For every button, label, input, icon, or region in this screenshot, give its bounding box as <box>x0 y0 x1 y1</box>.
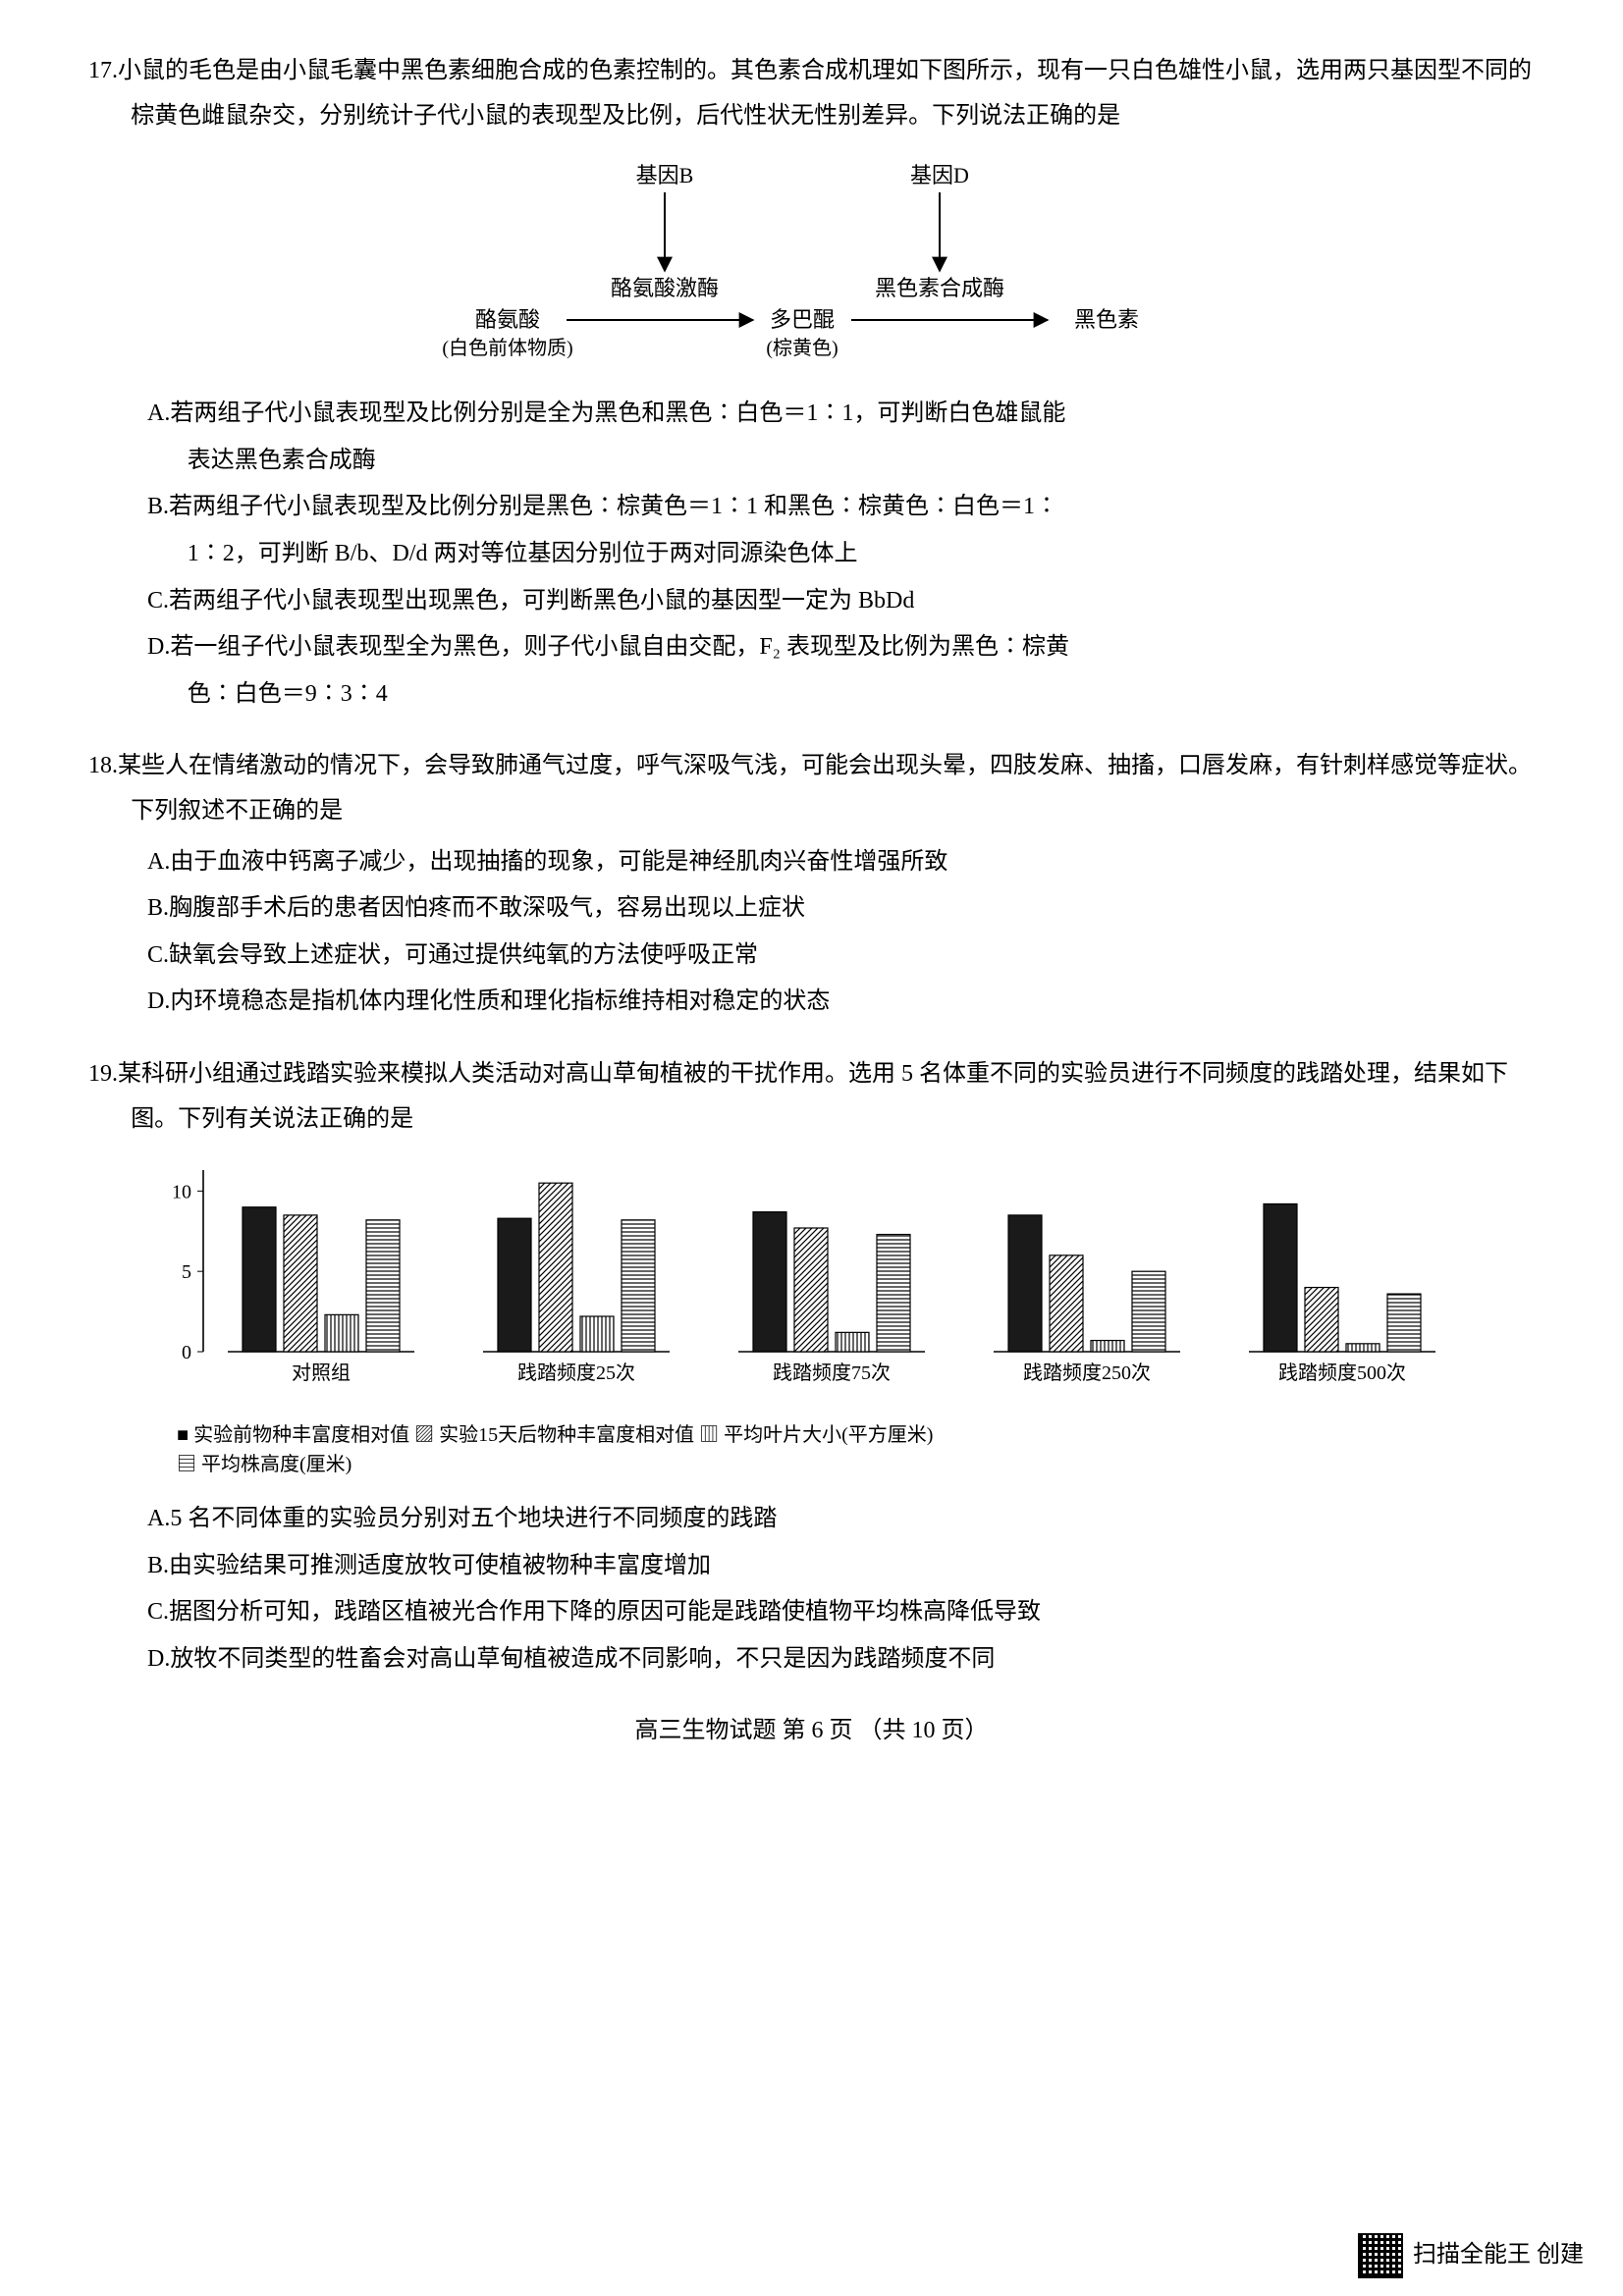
d17-s1: (白色前体物质) <box>442 337 572 359</box>
q19-C: C.据图分析可知，践踏区植被光合作用下降的原因可能是践踏使植物平均株高降低导致 <box>147 1590 1535 1635</box>
q17-D: D.若一组子代小鼠表现型全为黑色，则子代小鼠自由交配，F₂ 表现型及比例为黑色∶… <box>147 625 1535 670</box>
scanner-tag: 扫描全能王 创建 <box>1358 2233 1584 2278</box>
q19-chart: 0 5 10 对照组 践踏频度25次 践踏频度75次 践踏频度250次 践踏频度500次 <box>125 1155 1499 1411</box>
q19-num: 19. <box>88 1061 118 1087</box>
svg-text:践踏频度500次: 践踏频度500次 <box>1278 1362 1406 1384</box>
q18-C: C.缺氧会导致上述症状，可通过提供纯氧的方法使呼吸正常 <box>147 934 1535 979</box>
q19-legend-l1: ■ 实验前物种丰富度相对值 ▨ 实验15天后物种丰富度相对值 ▥ 平均叶片大小(… <box>177 1420 1535 1450</box>
d17-enz2: 黑色素合成酶 <box>874 276 1003 300</box>
svg-text:践踏频度250次: 践踏频度250次 <box>1023 1362 1151 1384</box>
q19-B: B.由实验结果可推测适度放牧可使植被物种丰富度增加 <box>147 1544 1535 1589</box>
svg-text:践踏频度75次: 践踏频度75次 <box>773 1362 891 1384</box>
svg-text:5: 5 <box>182 1261 191 1283</box>
q17-stem: 17.小鼠的毛色是由小鼠毛囊中黑色素细胞合成的色素控制的。其色素合成机理如下图所… <box>88 49 1535 138</box>
q17-diagram: 基因B 基因D 酪氨酸激酶 黑色素合成酶 酪氨酸 (白色前体物质) 多巴醌 (棕… <box>380 158 1244 374</box>
qr-icon <box>1358 2233 1403 2278</box>
q17-A: A.若两组子代小鼠表现型及比例分别是全为黑色和黑色∶白色＝1∶1，可判断白色雄鼠… <box>147 392 1535 437</box>
q17-B2: 1∶2，可判断 B/b、D/d 两对等位基因分别位于两对同源染色体上 <box>147 532 1535 577</box>
d17-geneB: 基因B <box>635 163 693 187</box>
d17-n1: 酪氨酸 <box>474 307 539 332</box>
q18-D: D.内环境稳态是指机体内理化性质和理化指标维持相对稳定的状态 <box>147 980 1535 1025</box>
d17-n3: 黑色素 <box>1073 307 1138 332</box>
svg-text:对照组: 对照组 <box>292 1362 351 1384</box>
svg-text:践踏频度25次: 践踏频度25次 <box>517 1362 635 1384</box>
q17-B: B.若两组子代小鼠表现型及比例分别是黑色∶棕黄色＝1∶1 和黑色∶棕黄色∶白色＝… <box>147 485 1535 530</box>
q17-options: A.若两组子代小鼠表现型及比例分别是全为黑色和黑色∶白色＝1∶1，可判断白色雄鼠… <box>88 392 1535 717</box>
q19-legend-l2: ▤ 平均株高度(厘米) <box>177 1450 1535 1479</box>
question-19: 19.某科研小组通过践踏实验来模拟人类活动对高山草甸植被的干扰作用。选用 5 名… <box>88 1052 1535 1682</box>
q17-C: C.若两组子代小鼠表现型出现黑色，可判断黑色小鼠的基因型一定为 BbDd <box>147 579 1535 624</box>
q17-text: 小鼠的毛色是由小鼠毛囊中黑色素细胞合成的色素控制的。其色素合成机理如下图所示，现… <box>118 58 1532 129</box>
q19-D: D.放牧不同类型的牲畜会对高山草甸植被造成不同影响，不只是因为践踏频度不同 <box>147 1637 1535 1682</box>
q18-num: 18. <box>88 753 118 778</box>
question-18: 18.某些人在情绪激动的情况下，会导致肺通气过度，呼气深吸气浅，可能会出现头晕，… <box>88 744 1535 1025</box>
q18-A: A.由于血液中钙离子减少，出现抽搐的现象，可能是神经肌肉兴奋性增强所致 <box>147 840 1535 885</box>
d17-n2: 多巴醌 <box>769 307 834 332</box>
d17-s2: (棕黄色) <box>766 337 838 359</box>
q18-text: 某些人在情绪激动的情况下，会导致肺通气过度，呼气深吸气浅，可能会出现头晕，四肢发… <box>118 753 1532 824</box>
q18-B: B.胸腹部手术后的患者因怕疼而不敢深吸气，容易出现以上症状 <box>147 886 1535 932</box>
q17-num: 17. <box>88 58 118 83</box>
q19-legend: ■ 实验前物种丰富度相对值 ▨ 实验15天后物种丰富度相对值 ▥ 平均叶片大小(… <box>88 1420 1535 1479</box>
page-footer: 高三生物试题 第 6 页 （共 10 页） <box>88 1709 1535 1754</box>
q19-options: A.5 名不同体重的实验员分别对五个地块进行不同频度的践踏 B.由实验结果可推测… <box>88 1497 1535 1682</box>
q17-A2: 表达黑色素合成酶 <box>147 439 1535 484</box>
q18-options: A.由于血液中钙离子减少，出现抽搐的现象，可能是神经肌肉兴奋性增强所致 B.胸腹… <box>88 840 1535 1025</box>
svg-text:0: 0 <box>182 1342 191 1363</box>
q19-A: A.5 名不同体重的实验员分别对五个地块进行不同频度的践踏 <box>147 1497 1535 1542</box>
svg-text:10: 10 <box>172 1181 191 1202</box>
q19-stem: 19.某科研小组通过践踏实验来模拟人类活动对高山草甸植被的干扰作用。选用 5 名… <box>88 1052 1535 1142</box>
question-17: 17.小鼠的毛色是由小鼠毛囊中黑色素细胞合成的色素控制的。其色素合成机理如下图所… <box>88 49 1535 717</box>
scanner-text: 扫描全能王 创建 <box>1413 2233 1584 2278</box>
d17-enz1: 酪氨酸激酶 <box>610 276 718 300</box>
d17-geneD: 基因D <box>910 163 969 187</box>
q19-text: 某科研小组通过践踏实验来模拟人类活动对高山草甸植被的干扰作用。选用 5 名体重不… <box>118 1061 1508 1132</box>
q17-D2: 色∶白色＝9∶3∶4 <box>147 672 1535 718</box>
q18-stem: 18.某些人在情绪激动的情况下，会导致肺通气过度，呼气深吸气浅，可能会出现头晕，… <box>88 744 1535 833</box>
